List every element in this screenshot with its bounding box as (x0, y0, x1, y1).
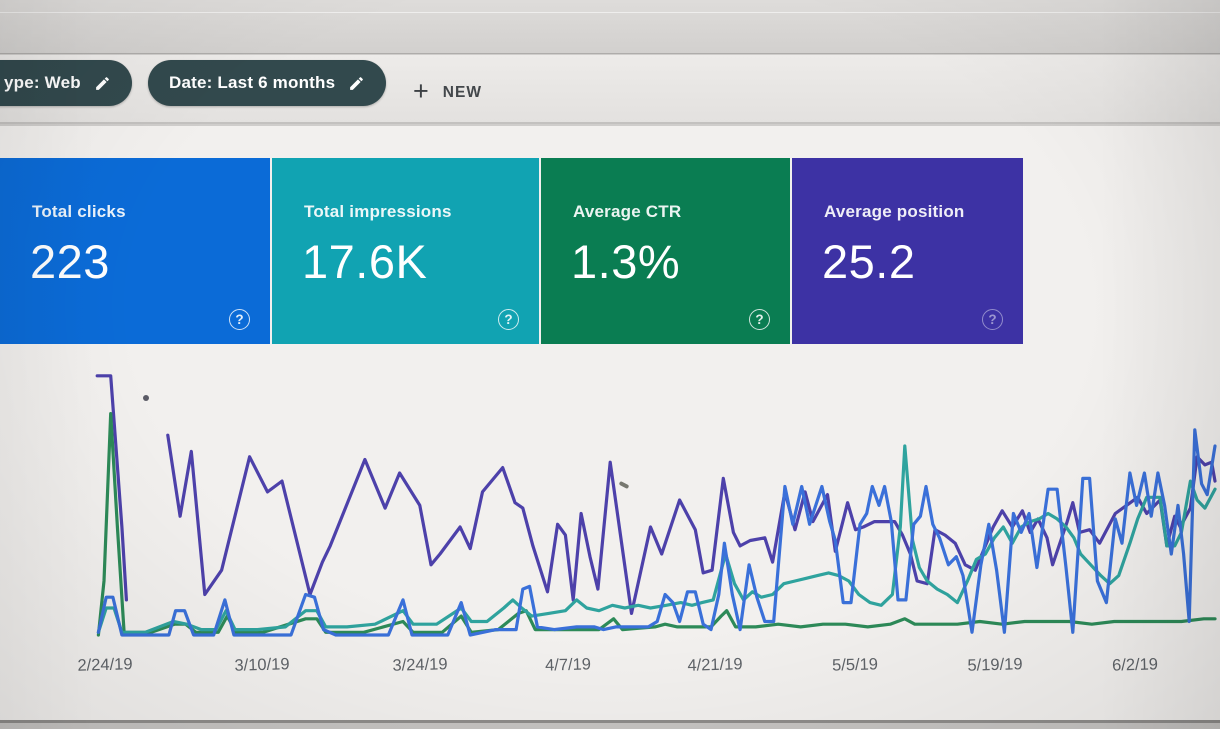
card-title: Total clicks (32, 202, 126, 221)
plus-icon: + (413, 76, 429, 106)
bottom-bezel (0, 720, 1220, 729)
card-value: 25.2 (822, 235, 916, 288)
top-strip (0, 0, 1220, 54)
series-line-clicks (96, 428, 1217, 637)
filter-chip-label: Date: Last 6 months (169, 73, 336, 92)
card-title: Average CTR (573, 202, 682, 221)
card-value: 223 (30, 235, 110, 288)
filter-toolbar: ype: Web Date: Last 6 months + NEW (0, 55, 1220, 165)
summary-cards: Total clicks 223 ? Total impressions 17.… (0, 158, 1023, 344)
performance-chart (95, 374, 1217, 637)
filter-chip-search-type[interactable]: ype: Web (0, 60, 132, 106)
card-title: Average position (824, 202, 965, 221)
series-line-position (95, 374, 128, 602)
filter-chip-label: ype: Web (4, 73, 81, 92)
bezel-highlight (0, 12, 1220, 13)
series-line-position (166, 433, 1217, 615)
card-value: 17.6K (302, 235, 428, 288)
series-line-impressions (96, 444, 1217, 634)
help-icon[interactable]: ? (229, 309, 250, 330)
help-icon[interactable]: ? (749, 309, 770, 330)
help-icon[interactable]: ? (498, 309, 519, 330)
card-total-impressions[interactable]: Total impressions 17.6K ? (272, 158, 539, 344)
card-title: Total impressions (304, 202, 452, 221)
pencil-icon (95, 76, 109, 90)
card-average-position[interactable]: Average position 25.2 ? (792, 158, 1023, 344)
pencil-icon (350, 76, 364, 90)
screen-speck (143, 395, 149, 401)
series-line-ctr (96, 411, 1217, 637)
filter-chip-date[interactable]: Date: Last 6 months (148, 60, 387, 106)
card-average-ctr[interactable]: Average CTR 1.3% ? (541, 158, 790, 344)
card-total-clicks[interactable]: Total clicks 223 ? (0, 158, 270, 344)
new-filter-button[interactable]: + NEW (413, 71, 482, 115)
help-icon[interactable]: ? (982, 309, 1003, 330)
card-value: 1.3% (571, 235, 681, 288)
new-button-label: NEW (442, 84, 482, 101)
